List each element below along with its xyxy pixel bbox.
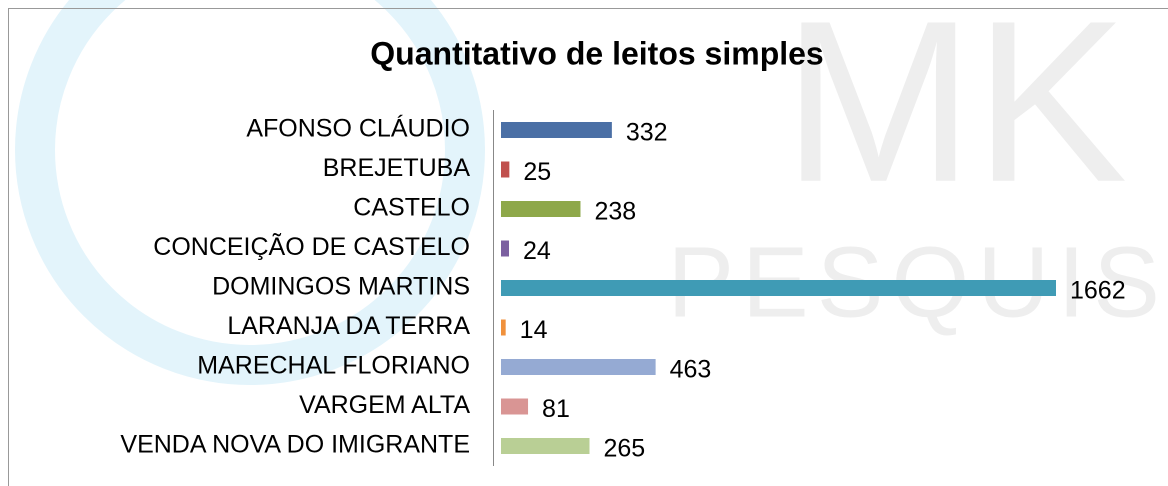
watermark-text: MK: [783, 0, 1128, 230]
bar: [501, 280, 1056, 296]
chart-frame: [8, 8, 1168, 486]
data-label: 24: [523, 237, 551, 265]
bar: [501, 201, 581, 217]
bar: [501, 240, 510, 257]
data-label: 81: [542, 395, 570, 423]
bar: [501, 122, 612, 138]
category-label: MARECHAL FLORIANO: [197, 352, 470, 380]
category-label: CASTELO: [353, 194, 470, 222]
data-label: 332: [626, 119, 668, 147]
bar: [501, 161, 510, 178]
category-label: LARANJA DA TERRA: [227, 312, 470, 340]
bar: [501, 319, 506, 336]
category-label: BREJETUBA: [323, 154, 471, 182]
category-label: CONCEIÇÃO DE CASTELO: [153, 232, 470, 261]
chart-title: Quantitativo de leitos simples: [370, 35, 823, 71]
data-label: 265: [603, 435, 645, 463]
category-label: AFONSO CLÁUDIO: [246, 114, 470, 143]
watermark-globe: [15, 0, 485, 385]
data-label: 463: [670, 356, 712, 384]
category-label: VENDA NOVA DO IMIGRANTE: [120, 431, 470, 459]
data-label: 1662: [1070, 277, 1126, 305]
data-label: 14: [520, 316, 548, 344]
data-label: 238: [594, 198, 636, 226]
bar: [501, 398, 529, 415]
category-label: VARGEM ALTA: [299, 391, 470, 419]
category-label: DOMINGOS MARTINS: [212, 273, 470, 301]
bar: [501, 438, 590, 454]
bar: [501, 359, 656, 375]
data-label: 25: [523, 158, 551, 186]
